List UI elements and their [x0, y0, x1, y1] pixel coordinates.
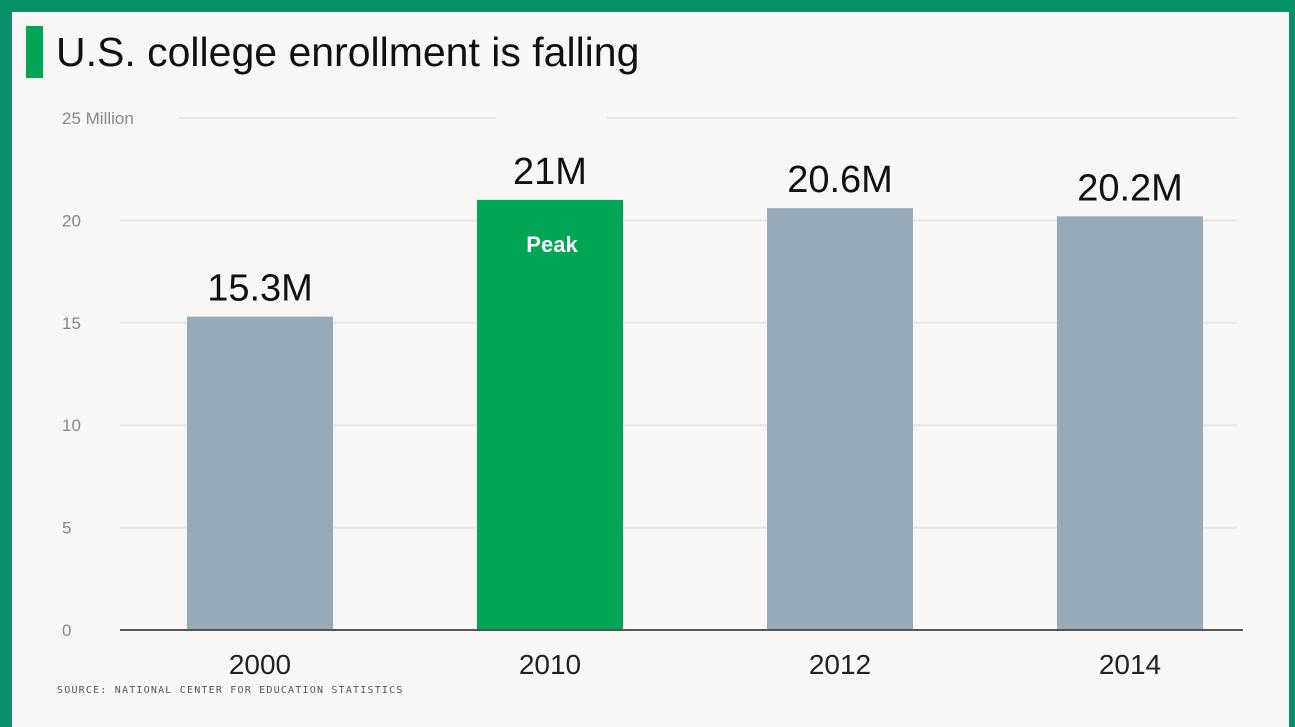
- x-tick-label: 2010: [519, 649, 581, 680]
- y-tick-label: 5: [62, 519, 71, 538]
- value-label: 20.2M: [1077, 167, 1183, 209]
- bar-2000: [187, 316, 333, 630]
- x-tick-label: 2000: [229, 649, 291, 680]
- bar-2010: [477, 199, 623, 631]
- y-tick-label: 25 Million: [62, 109, 134, 128]
- y-tick-label: 10: [62, 416, 81, 435]
- value-label: 21M: [513, 151, 587, 193]
- value-label: 20.6M: [787, 159, 893, 201]
- x-tick-label: 2014: [1099, 649, 1161, 680]
- chart-title: U.S. college enrollment is falling: [56, 29, 640, 75]
- y-tick-label: 0: [62, 621, 71, 640]
- value-label: 15.3M: [207, 268, 313, 310]
- source-note: SOURCE: NATIONAL CENTER FOR EDUCATION ST…: [57, 685, 404, 696]
- peak-annotation: Peak: [526, 232, 578, 257]
- y-tick-label: 20: [62, 211, 81, 230]
- bar-2014: [1057, 216, 1203, 630]
- title-accent-bar: [26, 26, 43, 78]
- x-tick-label: 2012: [809, 649, 871, 680]
- y-tick-label: 15: [62, 314, 81, 333]
- bar-2012: [767, 208, 913, 630]
